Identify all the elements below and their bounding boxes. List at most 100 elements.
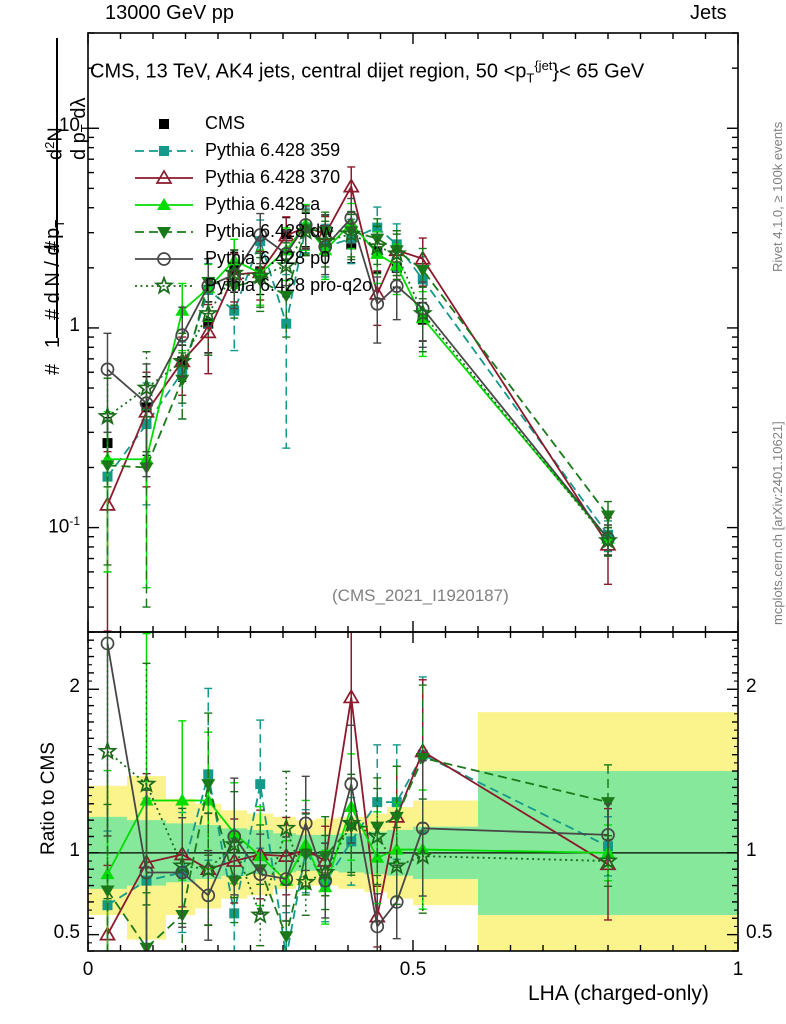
data-marker	[389, 811, 404, 824]
data-marker	[315, 861, 336, 882]
legend-item[interactable]: Pythia 6.428 pro-q2o	[133, 272, 372, 299]
data-marker	[597, 530, 619, 550]
data-marker	[415, 301, 430, 316]
legend-label: Pythia 6.428 359	[205, 140, 341, 160]
data-marker	[367, 825, 388, 846]
main-series-group	[97, 166, 619, 632]
data-marker	[136, 377, 157, 397]
y-tick-label-10: 10	[58, 115, 80, 137]
legend: CMS Pythia 6.428 359 Pythia 6.428 370 Pythi…	[133, 110, 372, 299]
legend-label: Pythia 6.428 370	[205, 167, 341, 187]
data-marker	[601, 797, 615, 810]
y-axis-label: d2N # d N / d pT d pT dλ # 1 #	[2, 30, 93, 375]
data-marker	[597, 850, 619, 870]
data-marker	[281, 318, 292, 329]
data-marker	[253, 228, 268, 242]
x-axis-label: LHA (charged-only)	[528, 982, 709, 1005]
data-marker	[601, 510, 615, 523]
data-marker	[298, 816, 313, 831]
data-marker	[250, 265, 271, 285]
ratio-tick-label-0p5: 0.5	[53, 921, 80, 943]
legend-item[interactable]: Pythia 6.428 p0	[133, 245, 372, 272]
data-marker	[159, 145, 169, 156]
legend-label: Pythia 6.428 a	[205, 194, 321, 214]
series-line	[107, 221, 609, 540]
data-marker	[386, 855, 407, 875]
data-marker	[344, 777, 359, 791]
data-marker	[224, 834, 245, 854]
legend-item[interactable]: CMS	[133, 110, 372, 137]
data-marker	[279, 931, 294, 944]
data-marker	[276, 255, 297, 275]
data-marker	[175, 328, 190, 343]
y-tick-label-1: 1	[69, 314, 80, 336]
data-marker	[159, 118, 169, 129]
data-marker	[367, 236, 388, 256]
data-marker	[97, 740, 118, 761]
ratio-series-group	[97, 632, 619, 951]
series-line	[106, 216, 609, 540]
legend-item[interactable]: Pythia 6.428 a	[133, 191, 372, 218]
data-marker	[412, 302, 433, 323]
data-marker	[157, 251, 171, 266]
legend-marker-square-filled	[159, 118, 169, 129]
data-marker	[372, 797, 383, 808]
data-marker	[342, 177, 360, 193]
legend-marker-circle-open	[135, 251, 193, 266]
data-marker	[172, 855, 193, 875]
data-marker	[295, 220, 316, 240]
data-marker	[172, 350, 193, 371]
data-marker	[601, 828, 615, 842]
ratio-tick-label-right-2: 2	[746, 676, 757, 698]
x-tick-label-1: 1	[732, 959, 744, 980]
header-analysis-label: Jets	[690, 2, 727, 24]
x-tick-label-0p5: 0.5	[399, 959, 427, 980]
data-marker	[198, 302, 219, 323]
header-beam-label: 13000 GeV pp	[105, 2, 234, 24]
data-marker	[155, 168, 173, 184]
data-marker	[157, 226, 171, 239]
x-tick-label-0: 0	[82, 959, 94, 980]
legend-item[interactable]: Pythia 6.428 370	[133, 164, 372, 191]
plot-title-tail: }< 65 GeV	[552, 60, 645, 83]
data-marker	[250, 904, 271, 924]
legend-marker-triangle-down-filled	[135, 226, 193, 239]
legend-marker-triangle-up-filled	[135, 197, 193, 210]
data-marker	[276, 817, 297, 837]
data-marker	[386, 243, 407, 263]
legend-item[interactable]: Pythia 6.428 dw	[133, 218, 372, 245]
data-marker	[100, 867, 115, 880]
data-marker	[157, 197, 171, 210]
data-marker	[153, 274, 175, 295]
data-marker	[253, 867, 268, 881]
data-marker	[370, 919, 385, 934]
data-marker	[415, 265, 430, 278]
legend-marker-square-filled	[135, 145, 193, 156]
data-marker	[342, 688, 360, 704]
data-marker	[389, 842, 404, 855]
legend-marker-triangle-up-open	[135, 168, 193, 184]
legend-label: Pythia 6.428 pro-q2o	[205, 275, 373, 295]
data-marker	[315, 230, 336, 250]
legend-label: Pythia 6.428 dw	[205, 221, 334, 241]
data-marker	[318, 239, 333, 254]
data-marker	[412, 845, 433, 865]
data-marker	[97, 405, 118, 426]
legend-item[interactable]: Pythia 6.428 359	[133, 137, 372, 164]
plot-title-main: CMS, 13 TeV, AK4 jets, central dijet reg…	[90, 60, 527, 83]
data-marker	[136, 773, 157, 793]
ratio-tick-label-1: 1	[69, 839, 80, 861]
data-marker	[175, 374, 190, 387]
plot-title: CMS, 13 TeV, AK4 jets, central dijet reg…	[90, 58, 644, 86]
data-marker	[341, 223, 362, 243]
legend-label: CMS	[205, 113, 245, 133]
plot-title-sup: {jet	[534, 58, 553, 73]
data-marker	[201, 779, 216, 792]
ratio-tick-label-right-1: 1	[746, 839, 757, 861]
data-marker	[227, 267, 242, 282]
legend-label: Pythia 6.428 p0	[205, 248, 331, 268]
data-marker	[415, 752, 430, 765]
data-marker	[198, 858, 219, 878]
